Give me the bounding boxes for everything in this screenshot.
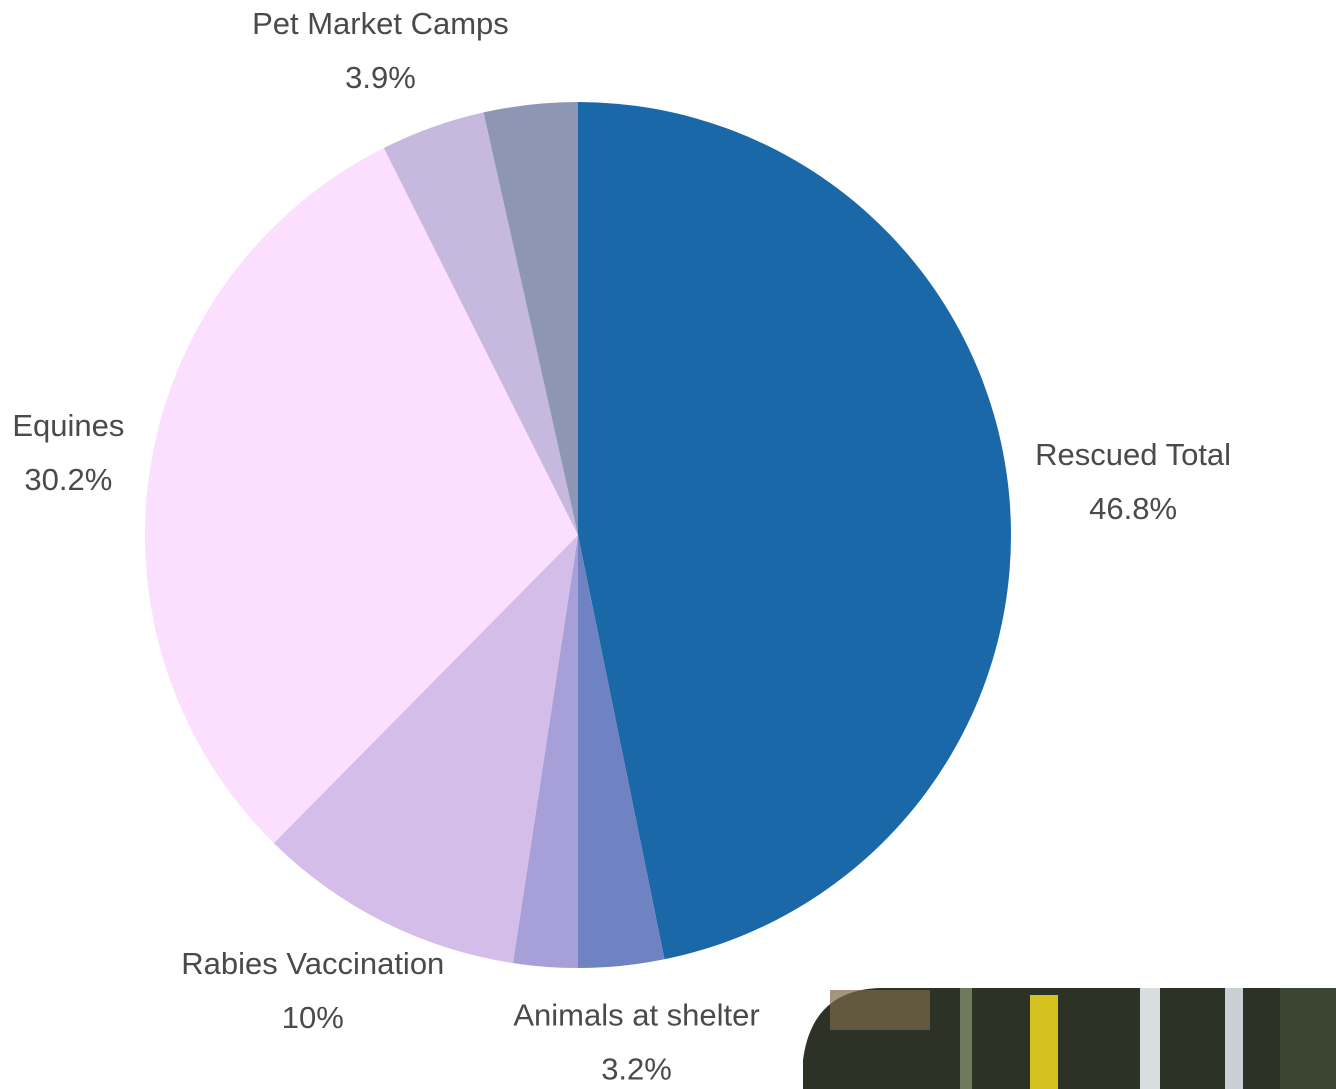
photo-thumbnail	[803, 988, 1336, 1089]
slice-label: Animals at shelter	[513, 998, 759, 1033]
slice-value-label: 10%	[282, 1000, 344, 1035]
slice-value-label: 46.8%	[1089, 491, 1177, 526]
pie	[145, 102, 1011, 968]
slice-label: Pet Market Camps	[252, 6, 509, 41]
slice-value-label: 3.2%	[601, 1052, 672, 1087]
slice-label: Rescued Total	[1035, 437, 1231, 472]
pie-slice	[578, 102, 1011, 959]
chart: Rescued Total 46.8% Animals at shelter 3.2%…	[0, 0, 1336, 1089]
page: {"chart_data": {"type": "pie", "categori…	[0, 0, 1336, 1089]
slice-value-label: 3.9%	[345, 60, 416, 95]
slice-label: Equines	[12, 408, 124, 443]
slice-label: Rabies Vaccination	[181, 946, 444, 981]
slice-value-label: 30.2%	[24, 462, 112, 497]
